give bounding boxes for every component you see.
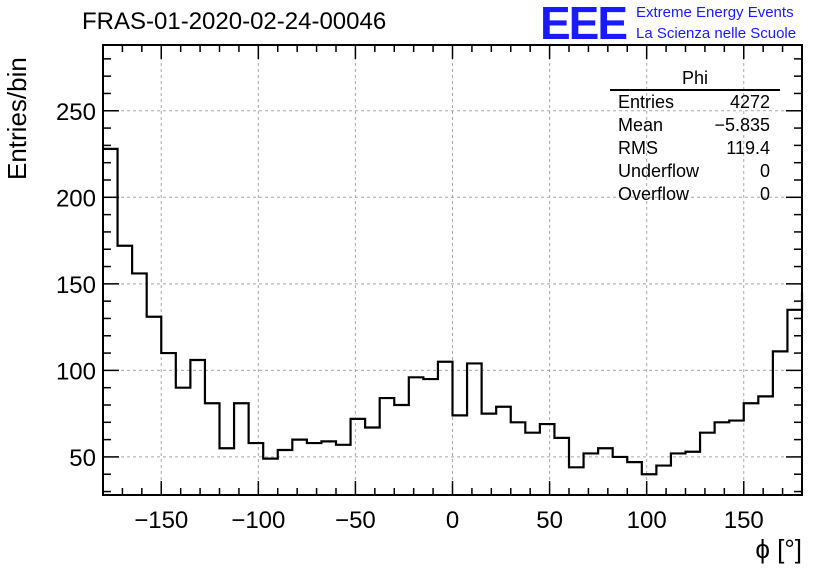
stats-label: Underflow	[618, 161, 700, 181]
x-tick-label: 100	[627, 507, 667, 534]
stats-label: Overflow	[618, 184, 690, 204]
logo-subtitle-line2: La Scienza nelle Scuole	[636, 25, 797, 42]
eee-logo: EEE	[540, 0, 628, 49]
y-tick-label: 200	[56, 185, 96, 212]
stats-row-mean: Mean −5.835	[610, 114, 780, 137]
stats-box-title: Phi	[610, 68, 780, 91]
stats-value: 119.4	[726, 138, 770, 158]
x-axis: −150 −100 −50 0 50 100 150	[102, 45, 803, 534]
y-axis: 50 100 150 200 250	[56, 58, 802, 493]
chart-title: FRAS-01-2020-02-24-00046	[82, 8, 387, 35]
logo-subtitle-line1: Extreme Energy Events	[636, 4, 794, 21]
y-axis-label: Entries/bin	[2, 57, 32, 180]
x-tick-label: −150	[134, 507, 188, 534]
stats-label: Mean	[618, 115, 664, 135]
stats-row-rms: RMS 119.4	[610, 137, 780, 160]
stats-value: 4272	[729, 92, 770, 112]
y-tick-label: 250	[56, 99, 96, 126]
x-tick-label: −50	[335, 507, 376, 534]
y-tick-label: 50	[69, 445, 96, 472]
stats-value: −5.835	[714, 115, 770, 135]
stats-row-overflow: Overflow 0	[610, 183, 780, 206]
stats-row-underflow: Underflow 0	[610, 160, 780, 183]
x-tick-label: 150	[724, 507, 764, 534]
y-tick-label: 150	[56, 272, 96, 299]
stats-label: Entries	[618, 92, 675, 112]
histogram-series-line	[103, 147, 804, 476]
stats-label: RMS	[618, 138, 658, 158]
x-tick-label: 50	[536, 507, 563, 534]
x-axis-label: ϕ [°]	[755, 534, 802, 564]
stats-row-entries: Entries 4272	[610, 91, 780, 114]
stats-value: 0	[759, 161, 770, 181]
x-tick-label: 0	[446, 507, 459, 534]
stats-value: 0	[759, 184, 770, 204]
stats-box: Phi Entries 4272 Mean −5.835 RMS 119.4 U…	[610, 68, 780, 206]
x-tick-label: −100	[231, 507, 285, 534]
y-tick-label: 100	[56, 358, 96, 385]
